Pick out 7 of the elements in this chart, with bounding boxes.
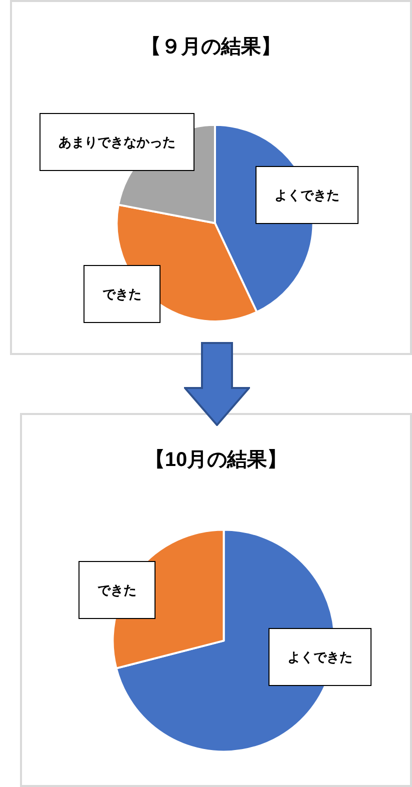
slice-label: よくできた xyxy=(274,188,340,202)
slice-label: できた xyxy=(98,582,136,598)
slice-label: あまりできなかった xyxy=(58,134,176,150)
chart-title: 【10月の結果】 xyxy=(144,449,288,471)
slice-label: できた xyxy=(102,286,142,302)
slice-label: よくできた xyxy=(288,650,352,664)
chart-title: 【９月の結果】 xyxy=(141,36,281,58)
